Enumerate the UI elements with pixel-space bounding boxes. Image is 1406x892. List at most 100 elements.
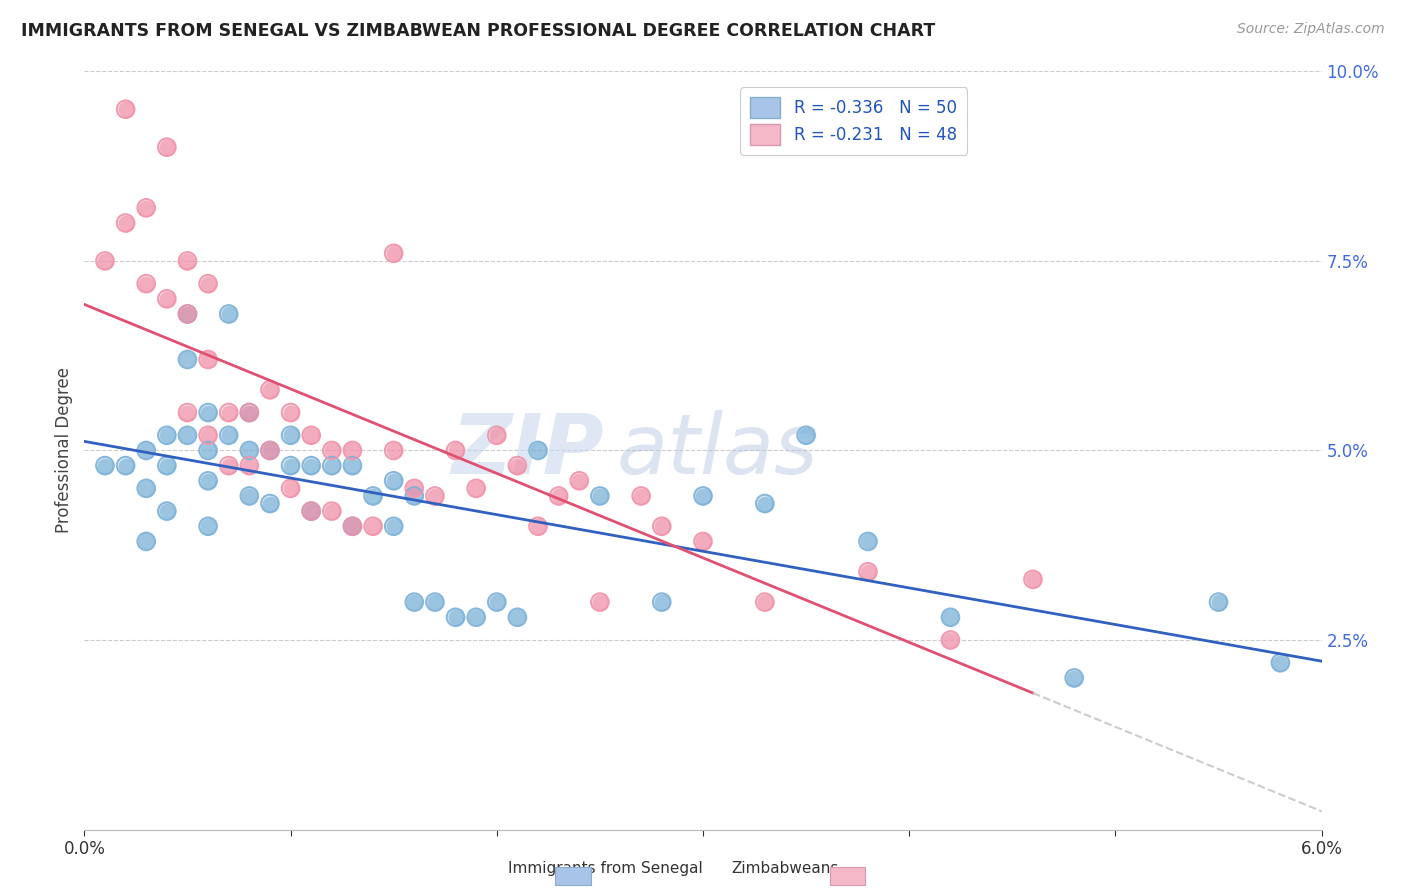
Point <box>939 610 962 624</box>
Point <box>94 458 117 473</box>
Point <box>238 458 260 473</box>
Point <box>197 519 219 533</box>
Point <box>856 534 879 549</box>
Point <box>259 443 281 458</box>
Point <box>589 595 612 609</box>
Point <box>361 519 384 533</box>
Point <box>485 428 508 442</box>
Point <box>94 458 117 473</box>
Point <box>1063 671 1085 685</box>
Point <box>342 458 364 473</box>
Point <box>259 496 281 510</box>
Point <box>280 482 302 496</box>
Point <box>342 458 364 473</box>
Point <box>423 489 446 503</box>
Point <box>156 140 179 154</box>
Point <box>218 458 240 473</box>
Point <box>651 595 673 609</box>
Point <box>135 277 157 291</box>
Point <box>1022 573 1045 587</box>
Point <box>197 277 219 291</box>
Point <box>404 595 426 609</box>
Point <box>114 216 136 230</box>
Y-axis label: Professional Degree: Professional Degree <box>55 368 73 533</box>
Point <box>197 352 219 367</box>
Point <box>176 307 198 321</box>
Point <box>444 443 467 458</box>
Point <box>280 482 302 496</box>
Point <box>114 458 136 473</box>
Point <box>404 489 426 503</box>
Point <box>651 595 673 609</box>
Point <box>135 443 157 458</box>
Point <box>197 406 219 420</box>
Point <box>299 458 322 473</box>
Point <box>176 352 198 367</box>
Point <box>1208 595 1230 609</box>
Point <box>197 443 219 458</box>
Point <box>382 519 405 533</box>
Point <box>342 443 364 458</box>
Point <box>259 443 281 458</box>
Point <box>218 406 240 420</box>
Point <box>423 489 446 503</box>
Point <box>156 428 179 442</box>
Point <box>342 519 364 533</box>
Point <box>176 352 198 367</box>
Point <box>321 443 343 458</box>
Point <box>506 458 529 473</box>
Point <box>299 428 322 442</box>
Point <box>404 482 426 496</box>
Point <box>423 595 446 609</box>
Point <box>218 428 240 442</box>
Point <box>382 443 405 458</box>
Point <box>321 458 343 473</box>
Text: ZIP: ZIP <box>451 410 605 491</box>
Point <box>156 428 179 442</box>
Point <box>280 428 302 442</box>
Point <box>382 474 405 488</box>
Point <box>238 443 260 458</box>
Point <box>299 504 322 518</box>
Point <box>135 201 157 215</box>
Point <box>280 428 302 442</box>
Point <box>156 504 179 518</box>
Point <box>342 519 364 533</box>
Point <box>197 352 219 367</box>
Point <box>238 458 260 473</box>
Point <box>135 534 157 549</box>
Point <box>197 428 219 442</box>
Point <box>176 307 198 321</box>
Point <box>382 246 405 260</box>
Text: Zimbabweans: Zimbabweans <box>731 861 838 876</box>
Point <box>218 406 240 420</box>
Point <box>176 406 198 420</box>
Point <box>156 458 179 473</box>
Point <box>238 489 260 503</box>
Point <box>135 534 157 549</box>
Point <box>280 406 302 420</box>
Point <box>197 474 219 488</box>
Point <box>280 406 302 420</box>
Point <box>218 307 240 321</box>
Point <box>259 383 281 397</box>
Point <box>754 496 776 510</box>
Point <box>1063 671 1085 685</box>
Point <box>176 254 198 268</box>
Point <box>506 610 529 624</box>
Point <box>754 595 776 609</box>
Point <box>651 519 673 533</box>
Point <box>321 504 343 518</box>
Point <box>176 254 198 268</box>
Point <box>692 489 714 503</box>
Point <box>485 595 508 609</box>
Point <box>135 482 157 496</box>
Point <box>382 474 405 488</box>
Point <box>218 428 240 442</box>
Point <box>794 428 817 442</box>
Point <box>547 489 569 503</box>
Point <box>1270 656 1292 670</box>
Point <box>444 610 467 624</box>
Point <box>547 489 569 503</box>
Point <box>280 458 302 473</box>
